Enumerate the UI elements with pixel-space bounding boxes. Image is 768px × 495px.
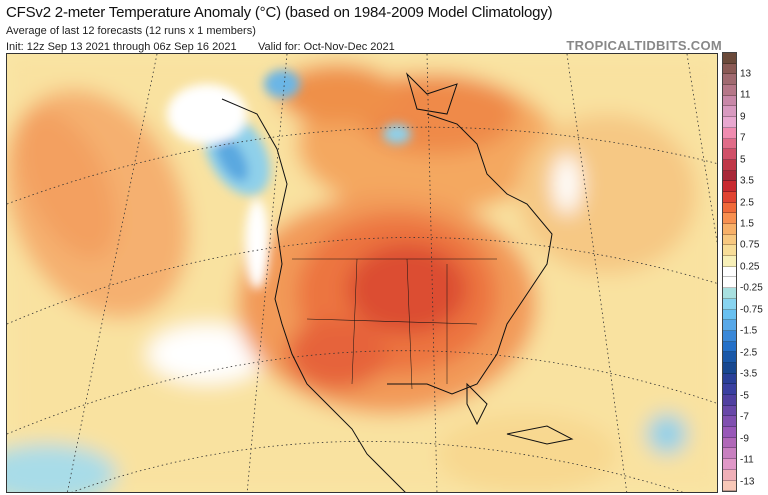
- colorbar-tick-label: -9: [740, 433, 749, 445]
- colorbar-swatch: [723, 202, 736, 214]
- colorbar-swatch: [723, 288, 736, 299]
- colorbar-swatch: [723, 181, 736, 192]
- colorbar-swatch: [723, 373, 736, 385]
- colorbar-swatch: [723, 85, 736, 96]
- colorbar-labels: 13 11 9 7 5 3.5 2.5 1.5 0.75 0.25 -0.25 -0.75 -1.5 -2…: [740, 52, 768, 492]
- colorbar-swatch: [723, 95, 736, 107]
- colorbar-swatch: [723, 224, 736, 235]
- colorbar-tick-label: -0.75: [740, 304, 763, 316]
- colorbar-swatch: [723, 395, 736, 406]
- colorbar-swatch: [723, 309, 736, 321]
- colorbar-swatch: [723, 159, 736, 171]
- colorbar-tick-label: -0.25: [740, 282, 763, 294]
- colorbar-tick-label: -7: [740, 411, 749, 423]
- colorbar-swatch: [723, 480, 736, 492]
- colorbar-swatch: [723, 256, 736, 267]
- colorbar-swatch: [723, 74, 736, 86]
- colorbar-swatch: [723, 53, 736, 64]
- colorbar-swatch: [723, 213, 736, 224]
- colorbar-swatch: [723, 427, 736, 438]
- colorbar-tick-label: 11: [740, 89, 751, 101]
- coastlines: [221, 72, 574, 492]
- colorbar-tick-label: 5: [740, 154, 746, 166]
- colorbar-swatch: [723, 352, 736, 363]
- colorbar-swatch: [723, 191, 736, 203]
- brand-watermark: TROPICALTIDBITS.COM: [566, 38, 722, 53]
- colorbar-swatch: [723, 298, 736, 310]
- graticule: [7, 54, 717, 492]
- colorbar-tick-label: -5: [740, 390, 749, 402]
- chart-title: CFSv2 2-meter Temperature Anomaly (°C) (…: [6, 4, 553, 21]
- colorbar-tick-label: 9: [740, 111, 746, 123]
- colorbar-swatch: [723, 448, 736, 460]
- colorbar-tick-label: 2.5: [740, 197, 754, 208]
- colorbar-tick-label: 7: [740, 132, 746, 144]
- colorbar-swatch: [723, 106, 736, 118]
- colorbar-swatch: [723, 459, 736, 470]
- colorbar-tick-label: -2.5: [740, 347, 758, 359]
- init-time: Init: 12z Sep 13 2021 through 06z Sep 16…: [6, 41, 237, 53]
- colorbar-tick-label: -1.5: [740, 325, 758, 337]
- colorbar-swatch: [723, 138, 736, 150]
- colorbar-tick-label: 3.5: [740, 175, 754, 187]
- colorbar-swatch: [723, 277, 736, 289]
- colorbar-swatch: [723, 63, 736, 75]
- colorbar: [722, 52, 737, 492]
- colorbar-swatch: [723, 245, 736, 257]
- colorbar-swatch: [723, 320, 736, 331]
- colorbar-swatch: [723, 416, 736, 428]
- colorbar-swatch: [723, 469, 736, 481]
- colorbar-tick-label: 1.5: [740, 218, 754, 230]
- colorbar-swatch: [723, 149, 736, 160]
- colorbar-swatch: [723, 170, 736, 182]
- colorbar-swatch: [723, 127, 736, 139]
- colorbar-tick-label: -13: [740, 476, 755, 488]
- colorbar-tick-label: 0.25: [740, 261, 760, 273]
- anomaly-map: [6, 53, 718, 493]
- colorbar-tick-label: -3.5: [740, 368, 758, 380]
- colorbar-swatch: [723, 405, 736, 417]
- colorbar-swatch: [723, 117, 736, 128]
- colorbar-swatch: [723, 437, 736, 449]
- colorbar-tick-label: -11: [740, 454, 754, 466]
- colorbar-tick-label: 0.75: [740, 239, 760, 251]
- colorbar-swatch: [723, 384, 736, 395]
- colorbar-swatch: [723, 266, 736, 278]
- colorbar-swatch: [723, 330, 736, 342]
- colorbar-swatch: [723, 234, 736, 246]
- colorbar-swatch: [723, 362, 736, 374]
- chart-subtitle: Average of last 12 forecasts (12 runs x …: [6, 25, 256, 37]
- map-svg: [7, 54, 717, 492]
- valid-period: Valid for: Oct-Nov-Dec 2021: [258, 41, 395, 53]
- colorbar-swatch: [723, 341, 736, 353]
- colorbar-tick-label: 13: [740, 68, 752, 80]
